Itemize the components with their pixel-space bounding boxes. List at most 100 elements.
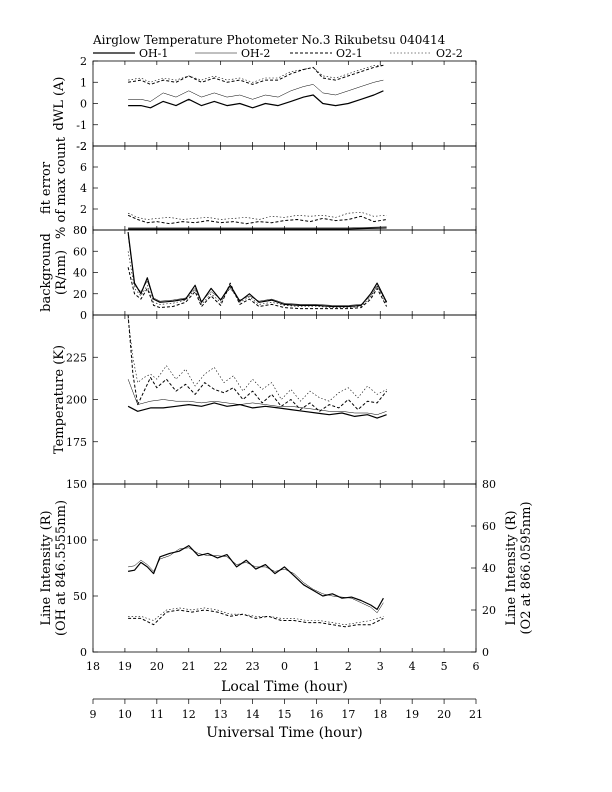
series-oh-2 [128, 79, 384, 102]
y-tick-label: 100 [66, 534, 87, 547]
y-tick-label: 4 [80, 182, 87, 195]
series-oh-1 [127, 232, 388, 308]
y-axis-label: dWL (A) [52, 77, 67, 131]
x-tick-label: 1 [313, 660, 320, 673]
y2-tick-label: 0 [482, 646, 489, 659]
y-tick-label: 150 [66, 478, 87, 491]
x-tick-label: 14 [246, 708, 260, 721]
x-tick-label: 20 [437, 708, 451, 721]
x-tick-label: 19 [405, 708, 419, 721]
x-tick-label: 10 [118, 708, 132, 721]
y-tick-label: 60 [73, 245, 87, 258]
x-tick-label: 0 [281, 660, 288, 673]
y-tick-label: 80 [73, 224, 87, 237]
y-axis-label-2: (OH at 846.5555nm) [54, 500, 69, 636]
x-tick-label: 23 [246, 660, 260, 673]
x-tick-label: 6 [473, 660, 480, 673]
y2-tick-label: 40 [482, 562, 496, 575]
y-tick-label: 2 [80, 203, 87, 216]
y-axis-label: Line Intensity (R) [39, 510, 54, 625]
series-o2-1 [127, 314, 387, 412]
x-tick-label: 9 [90, 708, 97, 721]
series-o2-1 [128, 609, 384, 628]
series-oh-2 [127, 235, 387, 306]
y-tick-label: 6 [80, 161, 87, 174]
panel-3: 0 20 40 60 80 background (R/nm) [39, 224, 477, 322]
x-tick-label: 11 [150, 708, 164, 721]
series-oh-2 [127, 379, 387, 415]
legend-label-o2-1: O2-1 [336, 47, 363, 60]
x-tick-label: 21 [182, 660, 196, 673]
y-tick-label: 0 [80, 646, 87, 659]
series-oh-1 [127, 402, 387, 419]
legend-label-o2-2: O2-2 [436, 47, 463, 60]
x-tick-label: 22 [214, 660, 228, 673]
y-tick-label: 225 [66, 351, 87, 364]
x-tick-label: 17 [341, 708, 355, 721]
y-tick-label: 0 [80, 309, 87, 322]
y-tick-label: -1 [76, 119, 87, 132]
y-axis-label-2: % of max count [54, 136, 69, 239]
series-o2-1 [127, 214, 387, 225]
y-tick-label: -2 [76, 140, 87, 153]
y2-tick-label: 60 [482, 520, 496, 533]
x-tick-label: 18 [86, 660, 100, 673]
panel-frame [92, 314, 477, 485]
legend-label-oh-1: OH-1 [139, 47, 168, 60]
legend-label-oh-2: OH-2 [241, 47, 270, 60]
y-tick-label: 175 [66, 436, 87, 449]
y-tick-label: 2 [80, 55, 87, 68]
y-tick-label: 200 [66, 394, 87, 407]
x-tick-label: 3 [377, 660, 384, 673]
y-tick-label: 1 [80, 76, 87, 89]
x-tick-label: 16 [309, 708, 323, 721]
y-axis-label: Temperature (K) [52, 345, 67, 454]
y-tick-label: 0 [80, 224, 87, 237]
figure-title: Airglow Temperature Photometer No.3 Riku… [92, 33, 446, 47]
series-oh-2 [128, 226, 387, 229]
series-o2-2 [128, 65, 384, 83]
series-o2-2 [128, 607, 384, 626]
universal-time-axis: 9 10 11 12 13 14 15 16 17 18 19 20 21 Universal Time … [90, 698, 483, 741]
x-axis-label: Local Time (hour) [221, 679, 348, 695]
y-axis-label-2: (R/nm) [54, 250, 69, 295]
y2-axis-label: Line Intensity (R) [504, 510, 519, 625]
series-o2-2 [127, 251, 387, 308]
x-tick-label: 12 [182, 708, 196, 721]
x-tick-label: 5 [441, 660, 448, 673]
series-o2-2 [127, 211, 387, 220]
panel-1: -2 -1 0 1 2 dWL (A) [52, 55, 477, 153]
x-tick-label: 4 [409, 660, 416, 673]
y2-tick-label: 80 [482, 478, 496, 491]
x-tick-label: 2 [345, 660, 352, 673]
series-oh-1 [128, 90, 384, 109]
x-tick-label: 15 [278, 708, 292, 721]
panel-2: 0 2 4 6 -2 fit error% of max count [39, 136, 477, 239]
x-axis-label: Universal Time (hour) [206, 725, 363, 741]
panel-frame [92, 229, 477, 316]
x-tick-label: 19 [118, 660, 132, 673]
y-tick-label: 20 [73, 288, 87, 301]
x-tick-label: 20 [150, 660, 164, 673]
series-oh-2 [128, 547, 384, 614]
x-tick-label: 18 [373, 708, 387, 721]
x-tick-label: 21 [469, 708, 483, 721]
series-o2-1 [127, 267, 388, 310]
y2-tick-label: 20 [482, 604, 496, 617]
series-oh-1 [127, 544, 384, 611]
series-o2-2 [127, 318, 387, 402]
y-axis-label: fit error [39, 161, 54, 214]
y-tick-label: -2 [76, 140, 87, 153]
y2-axis-label-2: (O2 at 866.0595nm) [519, 501, 534, 634]
series-oh-1 [128, 227, 387, 230]
y-tick-label: 50 [73, 590, 87, 603]
y-tick-label: 0 [80, 98, 87, 111]
legend: OH-1 OH-2 O2-1 O2-2 [93, 47, 463, 60]
y-axis-label: background [39, 233, 54, 312]
x-tick-label: 13 [214, 708, 228, 721]
